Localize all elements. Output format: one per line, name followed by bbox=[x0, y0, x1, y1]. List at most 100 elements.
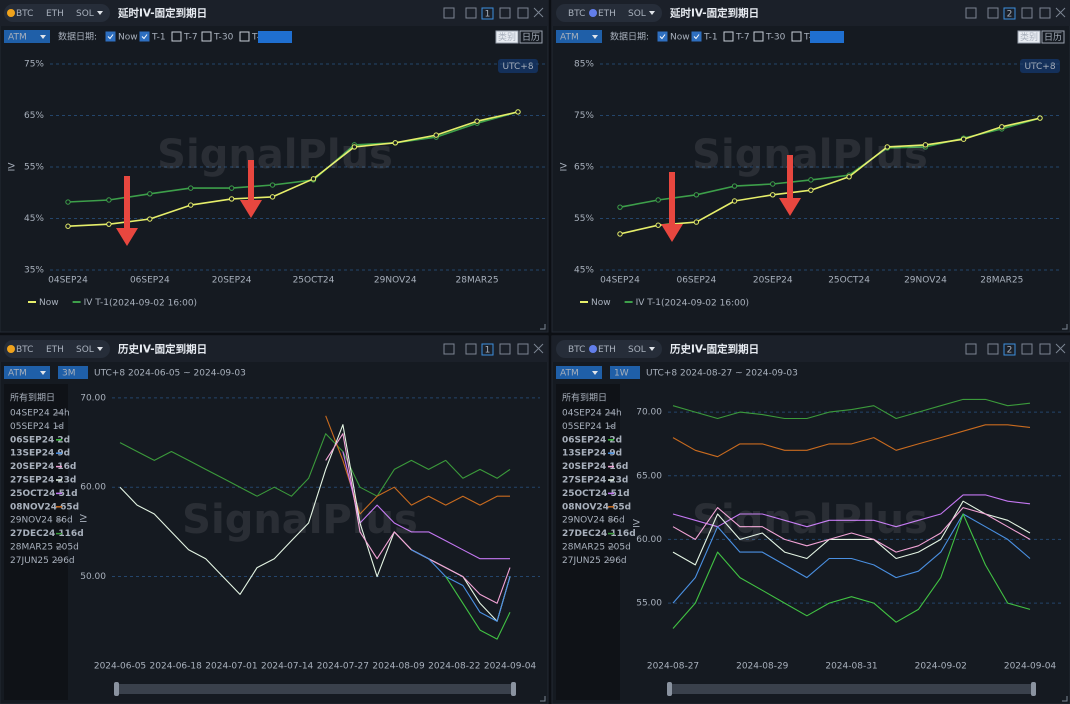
asset-tab[interactable]: SOL bbox=[628, 345, 646, 355]
legend-label[interactable]: 27SEP24 23d bbox=[10, 476, 76, 486]
legend-label[interactable]: 13SEP24 9d bbox=[10, 449, 70, 459]
checkbox[interactable] bbox=[753, 31, 764, 42]
range-dropdown[interactable] bbox=[610, 366, 640, 379]
asset-tab[interactable]: BTC bbox=[16, 9, 33, 19]
range-dropdown[interactable] bbox=[58, 366, 88, 379]
date-input[interactable] bbox=[810, 31, 844, 43]
legend-label[interactable]: 25OCT24 51d bbox=[562, 489, 630, 499]
toolbar-icon[interactable] bbox=[465, 343, 477, 355]
legend-label[interactable]: 27JUN25 296d bbox=[562, 556, 627, 566]
legend-label[interactable]: 05SEP24 1d bbox=[562, 422, 616, 432]
legend-label[interactable]: 06SEP24 2d bbox=[562, 435, 622, 445]
x-tick-label: 2024-09-04 bbox=[1004, 662, 1057, 672]
legend-label[interactable]: 25OCT24 51d bbox=[10, 489, 78, 499]
point bbox=[617, 204, 623, 210]
series-line bbox=[411, 549, 511, 622]
checkbox[interactable] bbox=[139, 31, 150, 42]
toolbar-icon[interactable] bbox=[517, 343, 529, 355]
toolbar-icon[interactable] bbox=[1021, 343, 1033, 355]
scroll-handle[interactable] bbox=[1031, 682, 1036, 696]
toggle-button[interactable] bbox=[1041, 30, 1065, 44]
checkbox[interactable] bbox=[105, 31, 116, 42]
checkbox[interactable] bbox=[791, 31, 802, 42]
toolbar-icon[interactable] bbox=[1039, 343, 1051, 355]
dropdown[interactable] bbox=[4, 366, 50, 379]
legend-label[interactable]: 20SEP24 16d bbox=[10, 462, 76, 472]
asset-tab[interactable]: SOL bbox=[76, 345, 94, 355]
asset-tabs bbox=[4, 4, 110, 22]
point bbox=[999, 124, 1005, 130]
toolbar-icon[interactable] bbox=[1021, 7, 1033, 19]
checkbox[interactable] bbox=[723, 31, 734, 42]
toolbar-icon[interactable] bbox=[1039, 7, 1051, 19]
legend-label[interactable]: 04SEP24 24h bbox=[10, 409, 70, 419]
asset-tab[interactable]: ETH bbox=[598, 9, 616, 19]
toggle-button[interactable] bbox=[1017, 30, 1041, 44]
legend-label[interactable]: 27JUN25 296d bbox=[10, 556, 75, 566]
legend-label[interactable]: 28MAR25 205d bbox=[10, 543, 79, 553]
checkbox[interactable] bbox=[657, 31, 668, 42]
close-icon bbox=[1055, 343, 1066, 354]
legend-label[interactable]: 27DEC24 116d bbox=[562, 529, 636, 539]
asset-tab[interactable]: BTC bbox=[568, 9, 585, 19]
point bbox=[147, 191, 153, 197]
dropdown-label: ATM bbox=[560, 33, 579, 43]
toolbar-icon[interactable] bbox=[965, 343, 977, 355]
legend-label[interactable]: 29NOV24 86d bbox=[10, 516, 73, 526]
point bbox=[770, 192, 776, 198]
toolbar-icon[interactable] bbox=[443, 7, 455, 19]
toolbar-icon[interactable] bbox=[965, 7, 977, 19]
toolbar-icon[interactable] bbox=[499, 7, 511, 19]
legend-label[interactable]: 04SEP24 24h bbox=[562, 409, 622, 419]
x-tick-label: 2024-07-27 bbox=[317, 662, 369, 672]
toolbar-icon[interactable] bbox=[987, 343, 999, 355]
asset-tab[interactable]: SOL bbox=[628, 9, 646, 19]
checkbox[interactable] bbox=[201, 31, 212, 42]
asset-tab[interactable]: ETH bbox=[598, 345, 616, 355]
toolbar-icon[interactable] bbox=[499, 343, 511, 355]
point bbox=[65, 199, 71, 205]
legend-label[interactable]: 06SEP24 2d bbox=[10, 435, 70, 445]
asset-tab[interactable]: BTC bbox=[16, 345, 33, 355]
toolbar-icon[interactable] bbox=[987, 7, 999, 19]
legend-label[interactable]: 27DEC24 116d bbox=[10, 529, 84, 539]
checkbox[interactable] bbox=[239, 31, 250, 42]
scrollbar[interactable] bbox=[116, 684, 514, 694]
toggle-label: 日历 bbox=[522, 32, 540, 43]
point bbox=[808, 177, 814, 183]
asset-tab[interactable]: ETH bbox=[46, 9, 64, 19]
scroll-handle[interactable] bbox=[114, 682, 119, 696]
toggle-button[interactable] bbox=[519, 30, 543, 44]
checkmark bbox=[107, 34, 114, 40]
scrollbar[interactable] bbox=[669, 684, 1034, 694]
scroll-handle[interactable] bbox=[511, 682, 516, 696]
toolbar-icon[interactable] bbox=[443, 343, 455, 355]
dropdown[interactable] bbox=[556, 30, 602, 43]
checkbox[interactable] bbox=[171, 31, 182, 42]
dropdown[interactable] bbox=[556, 366, 602, 379]
toolbar-icon[interactable] bbox=[517, 7, 529, 19]
legend-label[interactable]: 08NOV24 65d bbox=[10, 502, 79, 512]
y-tick-label: 75% bbox=[574, 111, 594, 121]
legend-label[interactable]: 28MAR25 205d bbox=[562, 543, 631, 553]
checkbox[interactable] bbox=[691, 31, 702, 42]
checkbox-label: T-7 bbox=[183, 33, 198, 43]
legend-label[interactable]: 20SEP24 16d bbox=[562, 462, 628, 472]
legend-label[interactable]: 27SEP24 23d bbox=[562, 476, 628, 486]
toolbar-icon[interactable] bbox=[465, 7, 477, 19]
series-line bbox=[672, 424, 1031, 458]
legend-label[interactable]: 29NOV24 86d bbox=[562, 516, 625, 526]
legend-label[interactable]: 08NOV24 65d bbox=[562, 502, 631, 512]
asset-icon bbox=[589, 345, 597, 353]
dropdown[interactable] bbox=[4, 30, 50, 43]
scroll-handle[interactable] bbox=[667, 682, 672, 696]
asset-tab[interactable]: SOL bbox=[76, 9, 94, 19]
date-input[interactable] bbox=[258, 31, 292, 43]
legend-label[interactable]: 05SEP24 1d bbox=[10, 422, 64, 432]
y-tick-label: 55% bbox=[574, 214, 594, 224]
asset-tabs bbox=[4, 340, 110, 358]
toggle-button[interactable] bbox=[495, 30, 519, 44]
asset-tab[interactable]: BTC bbox=[568, 345, 585, 355]
legend-label[interactable]: 13SEP24 9d bbox=[562, 449, 622, 459]
asset-tab[interactable]: ETH bbox=[46, 345, 64, 355]
